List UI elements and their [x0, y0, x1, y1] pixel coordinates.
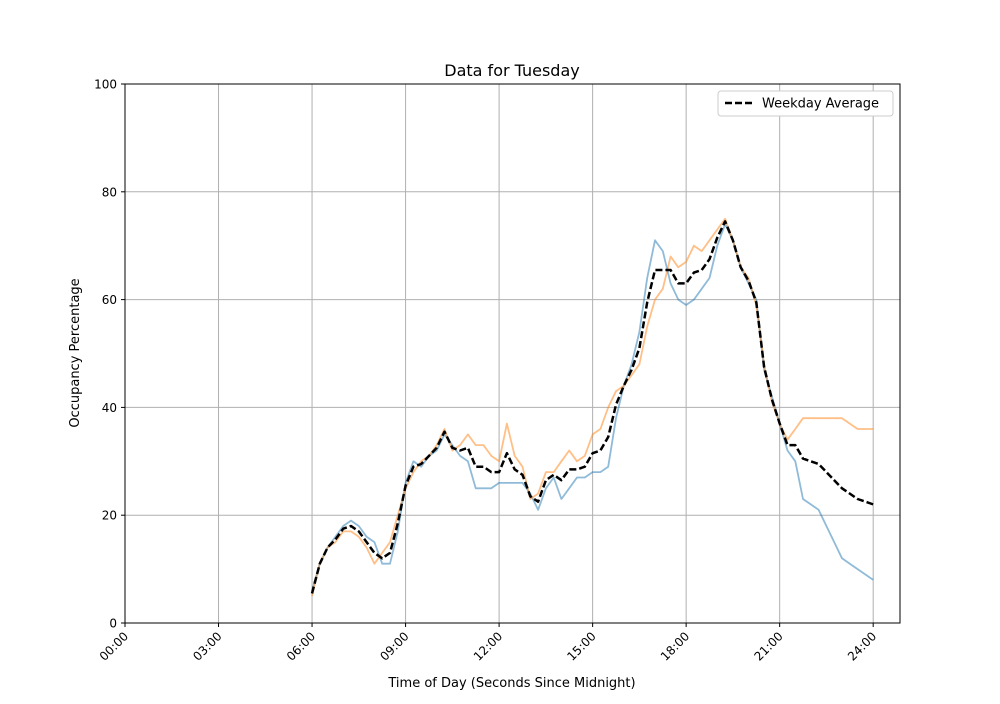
y-tick-label: 20 [102, 509, 117, 523]
x-tick-label: 15:00 [564, 629, 598, 663]
plot-frame [124, 83, 901, 624]
x-tick-label: 21:00 [751, 629, 785, 663]
x-tick-label: 09:00 [377, 629, 411, 663]
x-tick-label: 03:00 [190, 629, 224, 663]
series-group [310, 217, 874, 597]
x-tick-label: 00:00 [97, 629, 131, 663]
x-tick-label: 24:00 [845, 629, 879, 663]
legend-label: Weekday Average [762, 97, 879, 112]
chart-title: Data for Tuesday [444, 61, 579, 80]
y-tick-label: 100 [94, 78, 117, 92]
grid [124, 83, 900, 624]
y-tick-label: 80 [102, 185, 117, 199]
y-tick-label: 0 [109, 617, 117, 631]
x-tick-label: 06:00 [284, 629, 318, 663]
x-tick-label: 18:00 [658, 629, 692, 663]
x-tick-label: 12:00 [471, 629, 505, 663]
x-axis: 00:00 03:00 06:00 09:00 12:00 15:00 18:00 21:00… [97, 623, 879, 664]
y-tick-label: 40 [102, 401, 117, 415]
legend-box [717, 90, 894, 117]
y-axis-label: Occupancy Percentage [68, 278, 83, 427]
y-axis: 0 20 40 60 80 100 [94, 78, 125, 631]
y-tick-label: 60 [102, 293, 117, 307]
series-line-weekday-average [310, 220, 874, 594]
legend: Weekday Average [717, 90, 894, 117]
x-axis-label: Time of Day (Seconds Since Midnight) [387, 676, 635, 691]
